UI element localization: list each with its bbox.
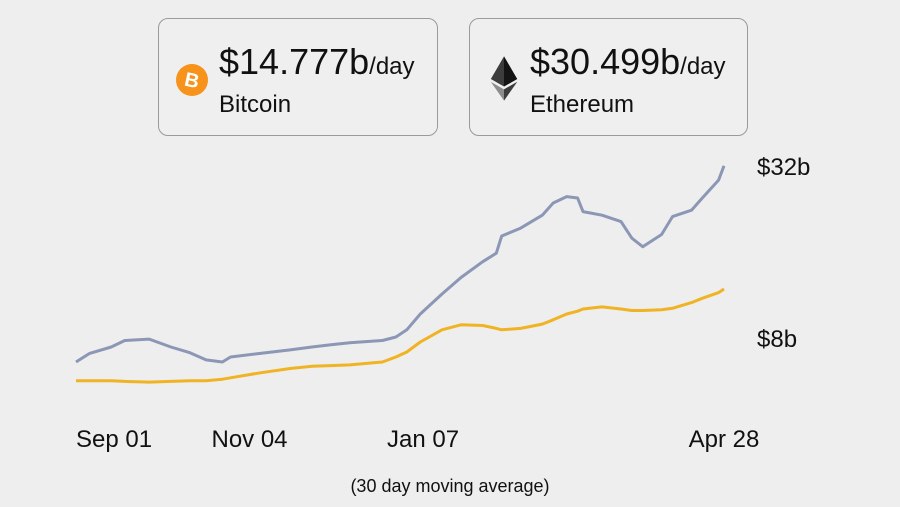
ethereum-label: Ethereum: [530, 91, 635, 118]
bitcoin-icon: B: [176, 64, 208, 96]
x-tick-label: Jan 07: [387, 426, 460, 453]
ethereum-value: $30.499b: [530, 41, 681, 82]
ethereum-unit: /day: [680, 53, 726, 80]
bitcoin-volume: $14.777b/day: [219, 41, 415, 83]
x-tick-label: Apr 28: [688, 426, 760, 453]
x-tick-label: Sep 01: [76, 426, 153, 453]
bitcoin-value: $14.777b: [219, 41, 370, 82]
bitcoin-label: Bitcoin: [219, 91, 292, 118]
y-tick-label: $8b: [757, 326, 798, 353]
bitcoin-line: [76, 287, 725, 384]
x-tick-label: Nov 04: [211, 426, 288, 453]
svg-text:B: B: [182, 69, 201, 94]
ethereum-volume: $30.499b/day: [530, 41, 726, 83]
bitcoin-card: B $14.777b/day Bitcoin: [158, 18, 438, 136]
ethereum-line: [75, 165, 726, 364]
y-tick-label: $32b: [757, 154, 811, 181]
chart-note: (30 day moving average): [350, 476, 550, 496]
bitcoin-unit: /day: [369, 53, 415, 80]
ethereum-card: $30.499b/day Ethereum: [469, 18, 748, 136]
ethereum-icon: [490, 56, 518, 101]
